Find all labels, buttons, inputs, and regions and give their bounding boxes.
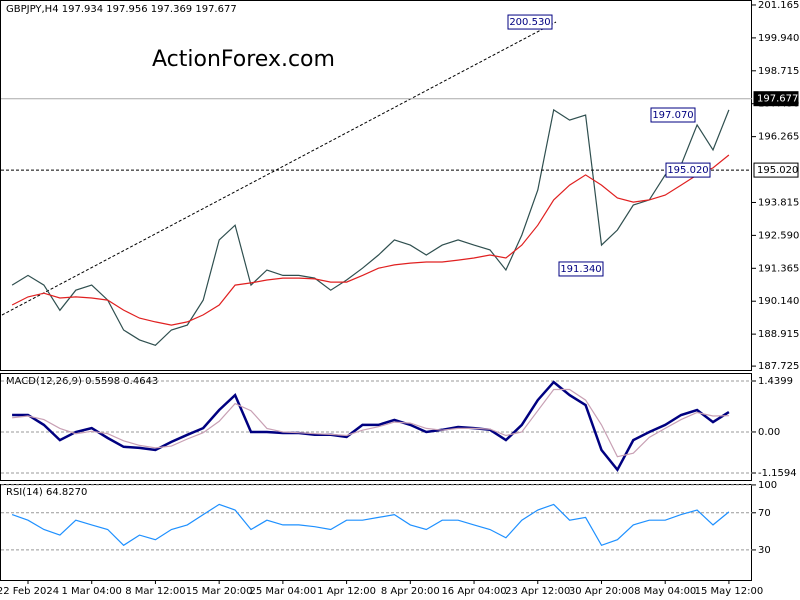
level-label: 195.020 xyxy=(757,165,798,176)
annotation-box xyxy=(650,107,696,123)
annotation-label: 195.020 xyxy=(667,165,708,176)
watermark: ActionForex.com xyxy=(152,47,335,72)
y-tick-label: 198.715 xyxy=(758,66,799,77)
series-line xyxy=(11,154,730,326)
x-tick-label: 15 Mar 20:00 xyxy=(186,586,253,597)
annotation-box xyxy=(558,261,604,277)
series-line xyxy=(11,503,730,547)
series-line xyxy=(12,388,729,458)
y-tick-label: 196.265 xyxy=(758,132,799,143)
x-tick-label: 16 Apr 04:00 xyxy=(441,586,506,597)
price-panel xyxy=(0,0,752,371)
annotation-box xyxy=(507,14,553,30)
x-tick-label: 8 May 04:00 xyxy=(634,586,696,597)
macd-title: MACD(12,26,9) 0.5598 0.4643 xyxy=(6,376,158,387)
macd-panel xyxy=(0,373,752,481)
y-tick-label: -1.1594 xyxy=(758,468,797,479)
y-tick-label: 188.915 xyxy=(758,329,799,340)
annotation-label: 191.340 xyxy=(560,264,601,275)
x-tick-label: 8 Apr 20:00 xyxy=(381,586,440,597)
y-tick-label: 187.725 xyxy=(758,361,799,372)
annotation-box xyxy=(665,162,711,178)
x-tick-label: 30 Apr 20:00 xyxy=(569,586,634,597)
level-label: 197.677 xyxy=(757,94,798,105)
level-label-box xyxy=(753,91,799,107)
y-tick-label: 191.365 xyxy=(758,263,799,274)
trend-line xyxy=(1,21,557,316)
y-tick-label: 193.815 xyxy=(758,197,799,208)
x-tick-label: 8 Mar 12:00 xyxy=(125,586,185,597)
level-label-box xyxy=(753,162,799,178)
x-tick-label: 22 Feb 2024 xyxy=(0,586,59,597)
y-tick-label: 1.4399 xyxy=(758,376,793,387)
chart-title: GBPJPY,H4 197.934 197.956 197.369 197.67… xyxy=(6,4,237,15)
rsi-panel xyxy=(0,484,752,581)
series-line xyxy=(12,380,730,473)
x-tick-label: 23 Apr 12:00 xyxy=(505,586,570,597)
y-tick-label: 30 xyxy=(758,545,771,556)
x-tick-label: 1 Mar 04:00 xyxy=(62,586,122,597)
x-tick-label: 25 Mar 04:00 xyxy=(249,586,316,597)
rsi-title: RSI(14) 64.8270 xyxy=(6,487,87,498)
y-tick-label: 70 xyxy=(758,508,771,519)
x-tick-label: 1 Apr 12:00 xyxy=(317,586,376,597)
y-tick-label: 192.590 xyxy=(758,230,799,241)
x-tick-label: 15 May 12:00 xyxy=(695,586,764,597)
y-tick-label: 199.940 xyxy=(758,33,799,44)
y-tick-label: 201.165 xyxy=(758,0,799,11)
annotation-label: 200.530 xyxy=(509,17,550,28)
y-tick-label: 190.140 xyxy=(758,296,799,307)
y-tick-label: 100 xyxy=(758,480,777,491)
series-line xyxy=(11,108,730,346)
annotation-label: 197.070 xyxy=(652,110,693,121)
y-tick-label: 0.00 xyxy=(758,427,780,438)
